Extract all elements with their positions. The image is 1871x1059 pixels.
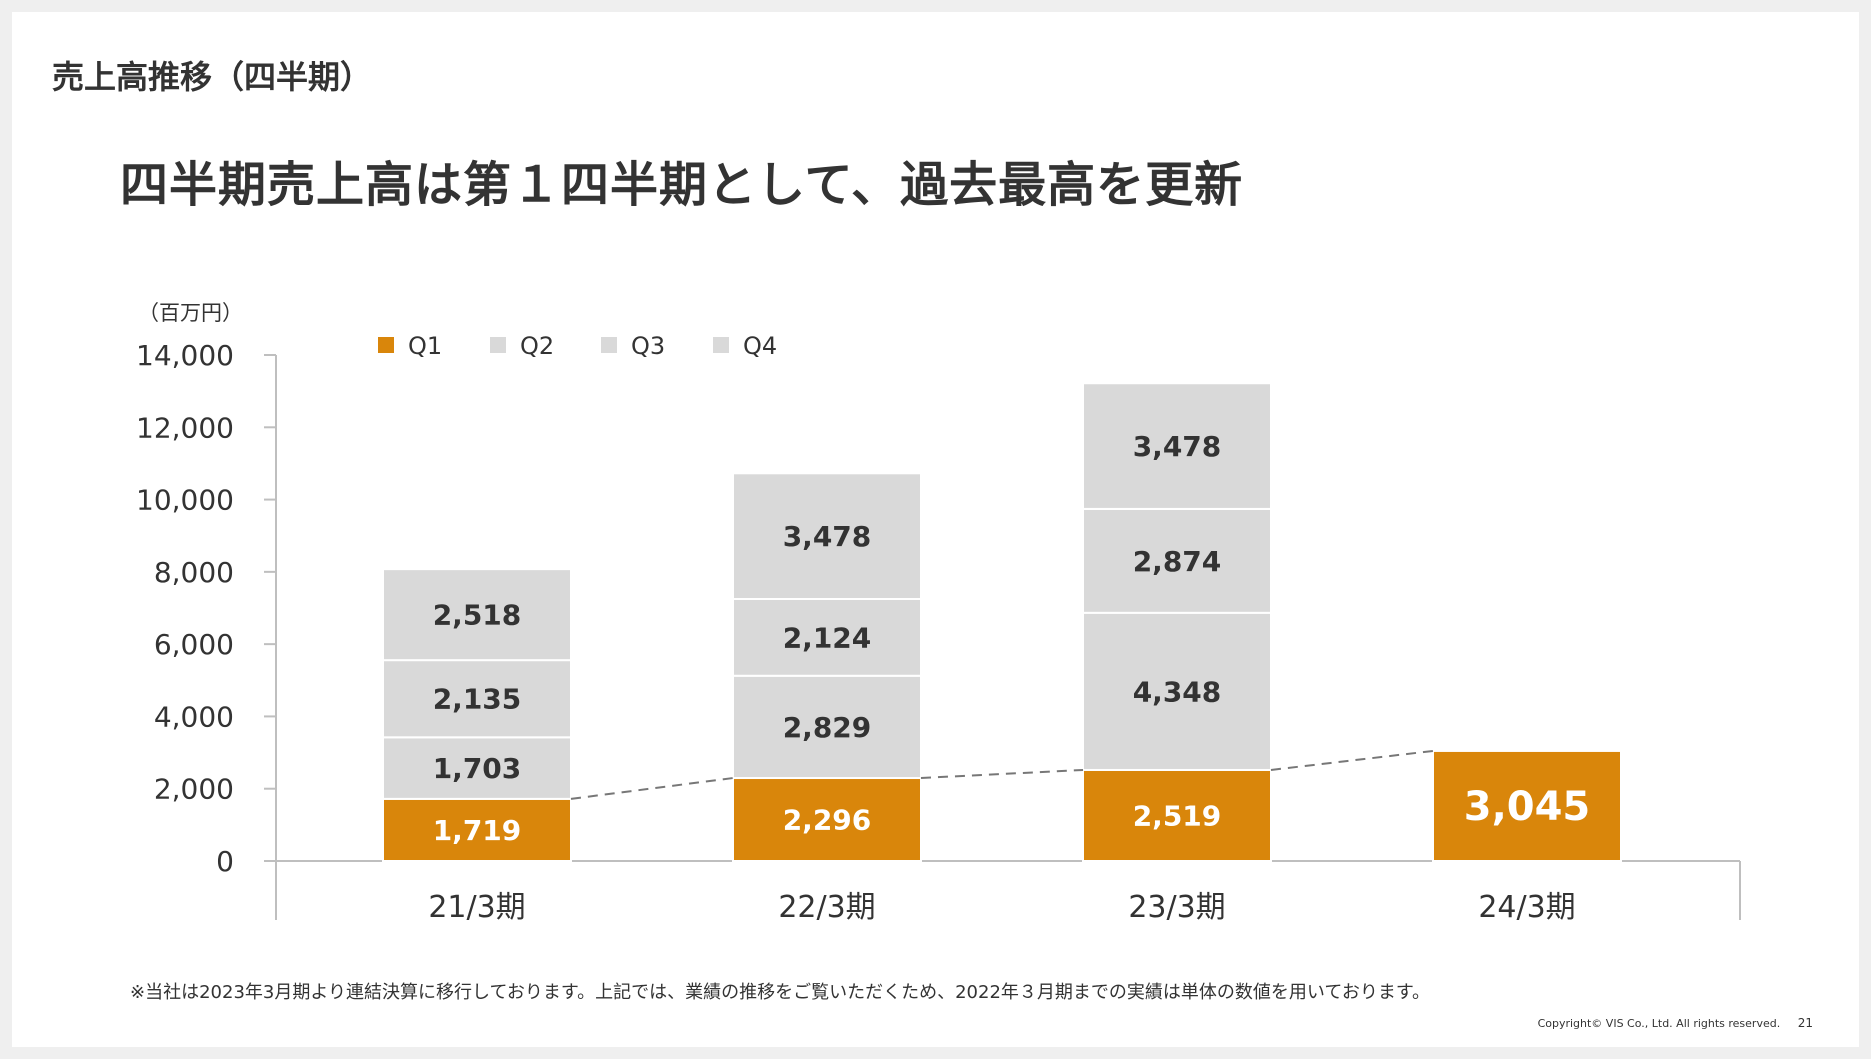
bar-value-label-q2: 1,703 xyxy=(433,752,522,785)
bar-value-label-q1: 2,296 xyxy=(783,804,872,837)
bar-segment-q1 xyxy=(732,777,922,862)
bar-segment-q4 xyxy=(1082,382,1272,510)
q1-trend-connector xyxy=(1270,749,1434,771)
bar-value-label-q3: 2,874 xyxy=(1133,545,1222,578)
y-tick-label: 0 xyxy=(216,845,234,878)
y-tick-label: 6,000 xyxy=(154,628,234,661)
x-category-label: 24/3期 xyxy=(1478,890,1575,925)
bar-value-label-q1: 2,519 xyxy=(1133,799,1222,832)
bar-value-label-q2: 4,348 xyxy=(1133,675,1222,708)
bar-segment-q4 xyxy=(732,472,922,601)
headline: 四半期売上高は第１四半期として、過去最高を更新 xyxy=(120,157,1244,213)
bar-value-label-q4: 3,478 xyxy=(1133,430,1222,463)
q1-trend-connector xyxy=(570,777,734,800)
bar-segment-q2 xyxy=(382,736,572,800)
bar-value-label-q1: 1,719 xyxy=(433,814,522,847)
bar-segment-q4 xyxy=(382,568,572,662)
y-axis-unit-label: （百万円） xyxy=(138,301,243,325)
legend-swatch-q2 xyxy=(490,337,506,353)
legend-swatch-q1 xyxy=(378,337,394,353)
bar-value-label-q3: 2,124 xyxy=(783,621,872,654)
legend-label-q1: Q1 xyxy=(408,332,442,360)
legend-label-q2: Q2 xyxy=(520,332,554,360)
legend-swatch-q4 xyxy=(713,337,729,353)
footnote: ※当社は2023年3月期より連結決算に移行しております。上記では、業績の推移をご… xyxy=(130,982,1431,1003)
slide xyxy=(12,12,1859,1047)
section-title: 売上高推移（四半期） xyxy=(52,58,373,96)
legend-label-q4: Q4 xyxy=(743,332,777,360)
bar-value-label-q4: 3,478 xyxy=(783,520,872,553)
bar-segment-q3 xyxy=(732,598,922,677)
page-number: 21 xyxy=(1797,1016,1813,1030)
bar-segment-q2 xyxy=(1082,611,1272,771)
bar-value-label-q3: 2,135 xyxy=(433,683,522,716)
legend-label-q3: Q3 xyxy=(631,332,665,360)
x-category-label: 23/3期 xyxy=(1128,890,1225,925)
y-tick-label: 10,000 xyxy=(136,484,234,517)
y-tick-label: 8,000 xyxy=(154,556,234,589)
y-tick-label: 4,000 xyxy=(154,700,234,733)
bar-segment-q1 xyxy=(382,797,572,862)
copyright-text: Copyright© VIS Co., Ltd. All rights rese… xyxy=(1537,1017,1781,1030)
legend-swatch-q3 xyxy=(601,337,617,353)
bar-segment-q3 xyxy=(1082,507,1272,614)
y-tick-label: 12,000 xyxy=(136,411,234,444)
x-category-label: 21/3期 xyxy=(428,890,525,925)
bar-segment-q3 xyxy=(382,659,572,739)
copyright-footer: Copyright© VIS Co., Ltd. All rights rese… xyxy=(1538,1016,1813,1030)
bar-segment-q1 xyxy=(1082,768,1272,862)
q1-trend-connector xyxy=(920,768,1084,780)
bar-value-label-q2: 2,829 xyxy=(783,711,872,744)
bar-segment-q2 xyxy=(732,674,922,780)
bar-segment-q1 xyxy=(1432,749,1622,863)
y-tick-label: 14,000 xyxy=(136,339,234,372)
y-tick-label: 2,000 xyxy=(154,773,234,806)
bar-value-label-q1: 3,045 xyxy=(1464,784,1591,830)
bar-value-label-q4: 2,518 xyxy=(433,599,522,632)
x-category-label: 22/3期 xyxy=(778,890,875,925)
